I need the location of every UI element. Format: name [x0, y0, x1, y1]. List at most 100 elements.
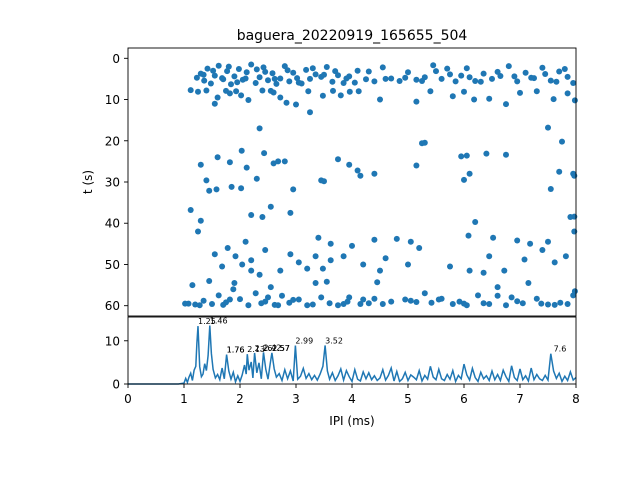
raster-point — [538, 300, 545, 307]
raster-point — [295, 259, 302, 266]
raster-point — [456, 298, 463, 305]
raster-point — [365, 68, 372, 75]
raster-point — [559, 138, 565, 145]
raster-point — [213, 186, 220, 193]
raster-point — [564, 73, 571, 80]
raster-point — [547, 186, 554, 192]
raster-point — [505, 63, 512, 70]
raster-point — [527, 240, 534, 247]
raster-point — [304, 265, 311, 272]
raster-point — [472, 219, 479, 225]
raster-point — [267, 87, 274, 94]
raster-point — [452, 78, 459, 85]
raster-point — [238, 92, 245, 99]
raster-point — [309, 301, 316, 308]
raster-point — [405, 261, 411, 268]
histogram-x-tick-label: 0 — [124, 392, 132, 406]
histogram-y-tick-label: 10 — [105, 334, 120, 348]
raster-point — [253, 175, 260, 182]
peak-label: 2.57 — [272, 344, 290, 353]
raster-point — [197, 217, 204, 224]
raster-point — [270, 160, 277, 167]
raster-point — [231, 73, 238, 80]
raster-point — [480, 70, 487, 77]
raster-y-tick-label: 0 — [112, 52, 120, 66]
raster-point — [248, 267, 255, 274]
raster-point — [463, 65, 470, 72]
raster-point — [319, 92, 326, 99]
raster-point — [561, 66, 568, 72]
peak-label: 3.52 — [325, 337, 343, 346]
raster-point — [245, 302, 252, 309]
raster-point — [337, 92, 344, 99]
raster-point — [503, 151, 509, 158]
raster-point — [471, 96, 478, 103]
raster-point — [262, 247, 269, 253]
peak-label: 2.57 — [272, 344, 290, 353]
raster-point — [402, 296, 409, 303]
raster-point — [277, 267, 284, 274]
raster-point — [189, 282, 196, 289]
raster-point — [405, 69, 411, 76]
histogram-x-tick-label: 5 — [404, 392, 412, 406]
raster-point — [277, 75, 284, 82]
raster-point — [332, 68, 339, 75]
raster-point — [447, 263, 453, 270]
raster-point — [346, 88, 353, 95]
raster-point — [286, 78, 293, 85]
raster-point — [486, 253, 493, 260]
raster-point — [234, 79, 241, 86]
raster-point — [508, 294, 515, 301]
raster-point — [428, 299, 435, 306]
peak-label: 7.6 — [554, 345, 567, 354]
raster-point — [360, 261, 367, 268]
peak-label: 2.99 — [295, 337, 313, 346]
raster-point — [514, 298, 521, 305]
raster-point — [315, 234, 322, 241]
raster-point — [248, 61, 255, 68]
histogram-x-tick-label: 2 — [236, 392, 244, 406]
raster-point — [416, 245, 423, 251]
raster-point — [243, 164, 250, 171]
histogram-y-ticks: 0 10 — [105, 334, 128, 392]
ipi-histogram-line — [128, 325, 577, 385]
raster-point — [477, 78, 484, 85]
raster-point — [318, 294, 325, 301]
raster-point — [290, 296, 297, 303]
raster-point — [303, 66, 310, 73]
raster-point — [262, 298, 269, 305]
raster-y-ticks: 0 10 20 30 40 50 60 — [105, 52, 128, 313]
raster-point — [321, 71, 327, 78]
raster-point — [444, 65, 451, 72]
raster-point — [259, 214, 266, 220]
raster-point — [267, 203, 274, 210]
raster-point — [207, 80, 214, 87]
histogram-x-axis-label: IPI (ms) — [329, 414, 374, 428]
raster-point — [430, 62, 437, 69]
raster-points — [182, 61, 578, 309]
raster-point — [287, 251, 294, 258]
raster-point — [273, 80, 280, 87]
peak-label: 1.46 — [210, 317, 228, 326]
raster-point — [551, 259, 558, 266]
peak-label: 2.26 — [255, 344, 273, 353]
raster-point — [195, 88, 201, 95]
raster-point — [211, 251, 218, 258]
raster-point — [206, 187, 213, 194]
raster-point — [374, 279, 381, 286]
raster-point — [259, 87, 266, 94]
raster-point — [287, 209, 294, 216]
raster-y-tick-label: 50 — [105, 258, 120, 272]
histogram-y-tick-label: 0 — [112, 378, 120, 392]
raster-point — [547, 77, 554, 84]
raster-point — [480, 300, 487, 307]
raster-point — [224, 245, 231, 251]
raster-y-tick-label: 20 — [105, 134, 120, 148]
raster-point — [501, 267, 508, 274]
histogram-x-tick-label: 6 — [460, 392, 468, 406]
raster-point — [214, 154, 221, 161]
raster-point — [226, 90, 233, 97]
raster-point — [419, 140, 425, 147]
raster-point — [461, 88, 467, 95]
raster-point — [427, 88, 434, 95]
